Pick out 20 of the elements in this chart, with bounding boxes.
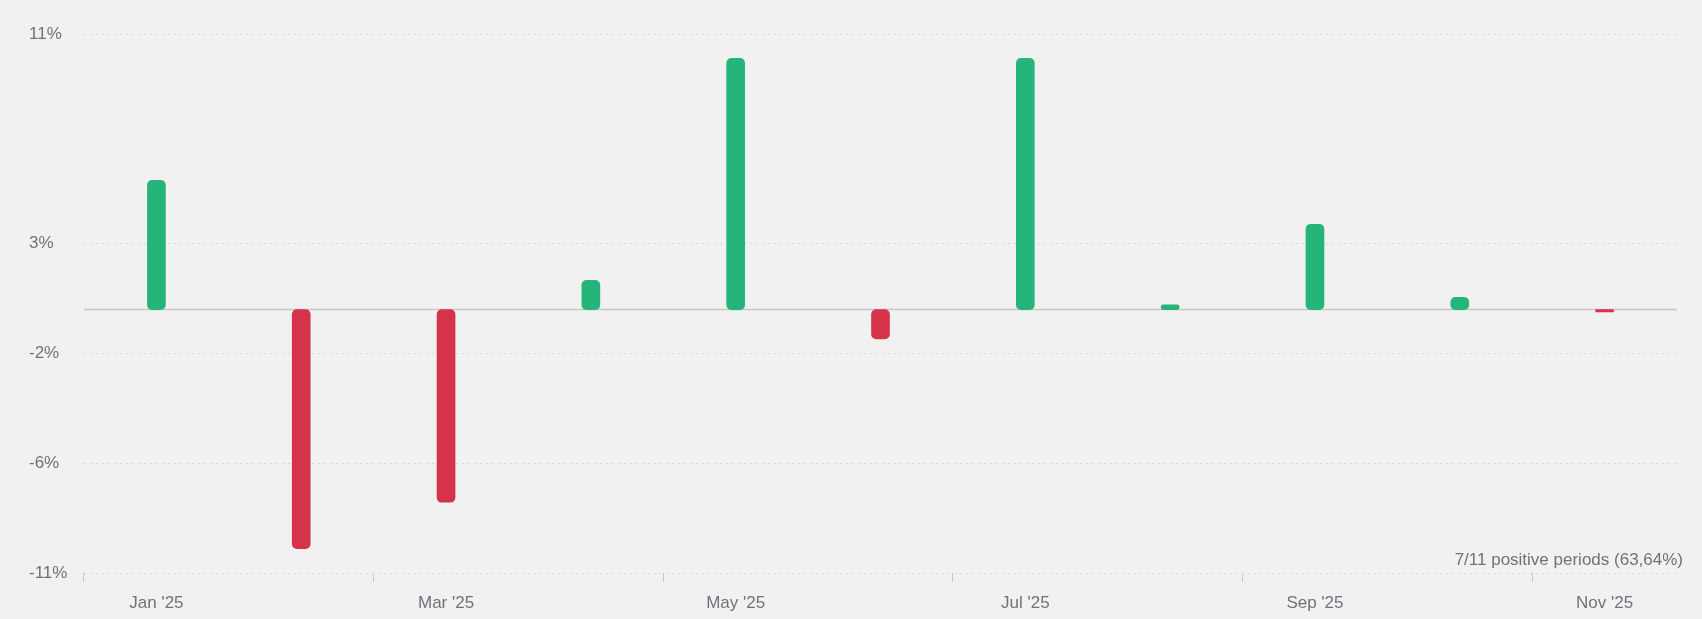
y-tick-label: -11% <box>29 562 68 582</box>
bar <box>1305 223 1325 310</box>
x-tick-label: Jul '25 <box>1001 592 1050 612</box>
bar <box>726 58 746 310</box>
bar <box>436 309 456 503</box>
annotation: 7/11 positive periods (63,64%) <box>1454 550 1683 569</box>
y-tick-label: 11% <box>29 23 62 43</box>
bar <box>871 309 890 340</box>
y-tick-label: -2% <box>29 343 60 363</box>
bar <box>147 180 166 310</box>
x-tick-label: Jan '25 <box>129 592 184 612</box>
x-tick-label: Mar '25 <box>417 592 475 612</box>
bar <box>581 280 601 310</box>
bar <box>291 309 311 549</box>
y-tick-label: 3% <box>29 233 54 253</box>
bar <box>1015 58 1035 310</box>
x-tick-label: Sep '25 <box>1286 592 1344 612</box>
x-tick-label: May '25 <box>706 592 766 612</box>
x-tick-label: Nov '25 <box>1576 592 1634 612</box>
y-tick-label: -6% <box>29 452 60 472</box>
